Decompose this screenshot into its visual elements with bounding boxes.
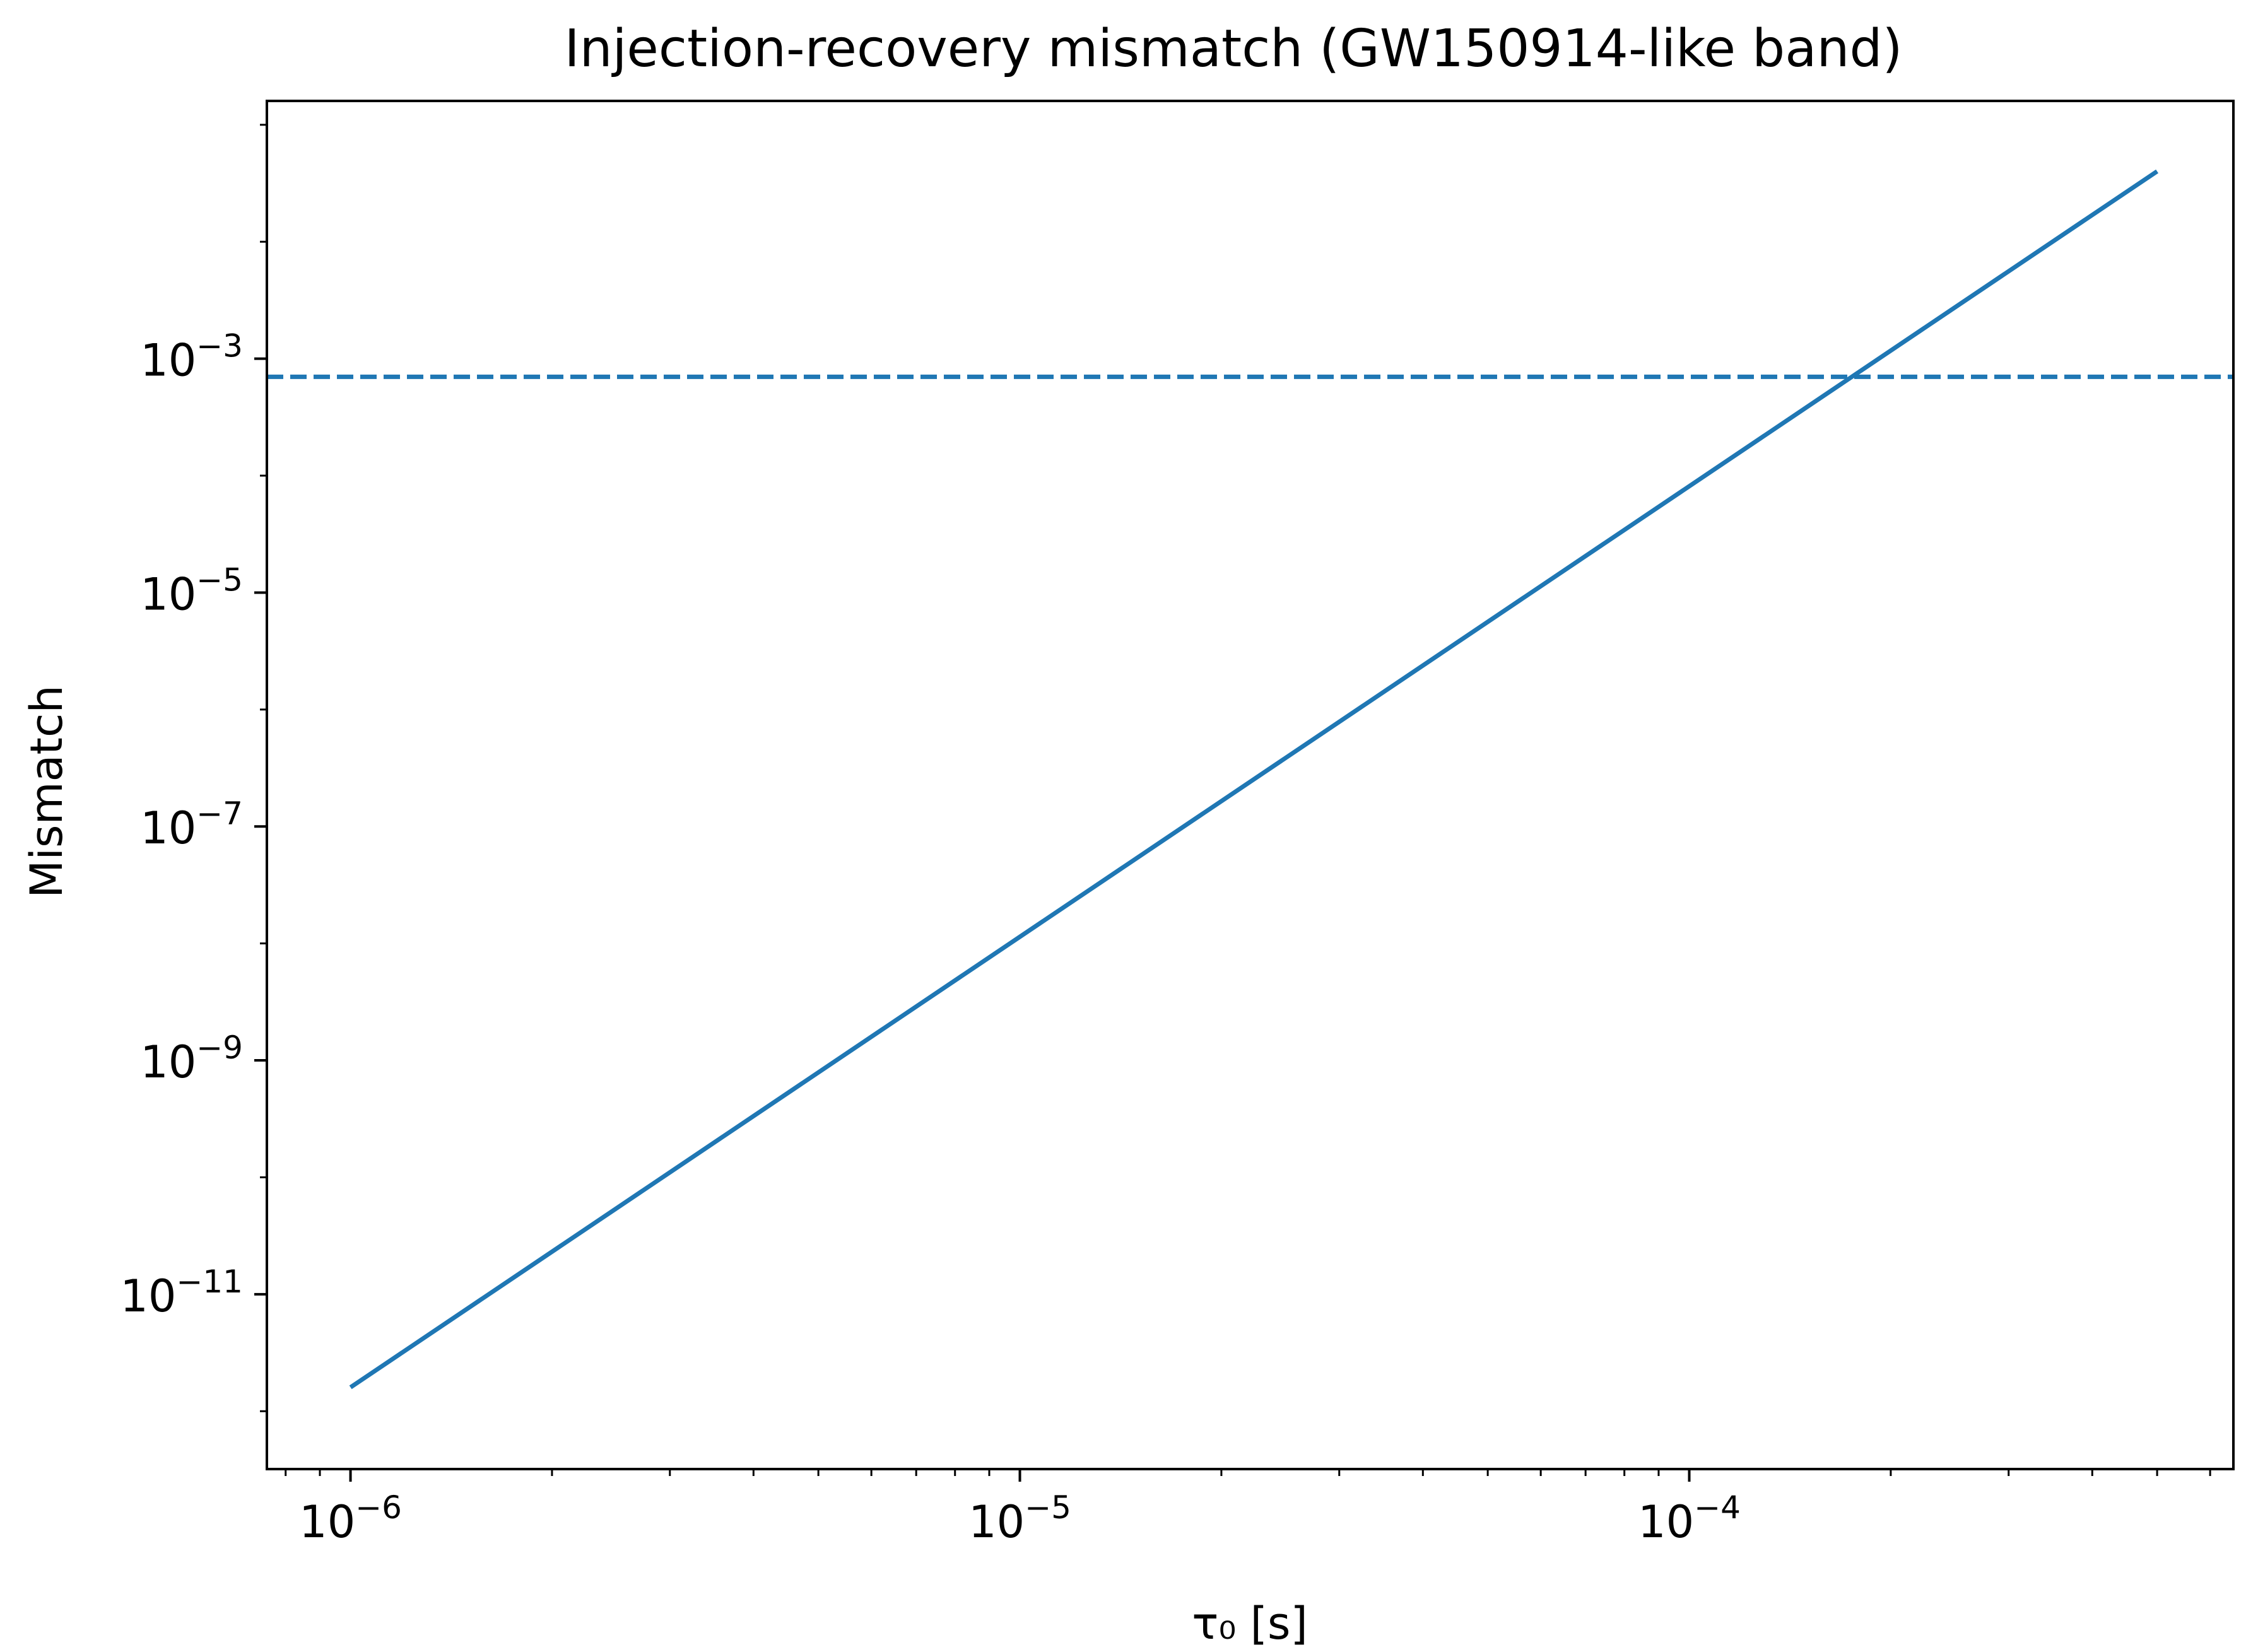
y-axis-label: Mismatch <box>21 685 73 898</box>
y-tick-label: 10−7 <box>140 795 243 854</box>
series-layer <box>267 169 2233 1390</box>
x-axis: 10−6 10−5 10−4 <box>285 1469 2211 1548</box>
y-tick-label: 10−5 <box>140 561 243 620</box>
x-tick-label: 10−4 <box>1638 1489 1741 1548</box>
axes-frame <box>266 100 2235 1470</box>
y-tick-label: 10−9 <box>140 1029 243 1088</box>
chart-title: Injection-recovery mismatch (GW150914-li… <box>565 19 1903 79</box>
x-tick-label: 10−6 <box>299 1489 402 1548</box>
series-line-0 <box>349 169 2159 1390</box>
y-tick-label: 10−3 <box>140 328 243 387</box>
x-axis-label: τ₀ [s] <box>1192 1598 1308 1649</box>
x-tick-label: 10−5 <box>968 1489 1071 1548</box>
y-axis: 10−11 10−9 10−7 10−5 10−3 <box>120 124 267 1412</box>
y-tick-label: 10−11 <box>120 1263 243 1322</box>
plot-area <box>266 100 2235 1470</box>
